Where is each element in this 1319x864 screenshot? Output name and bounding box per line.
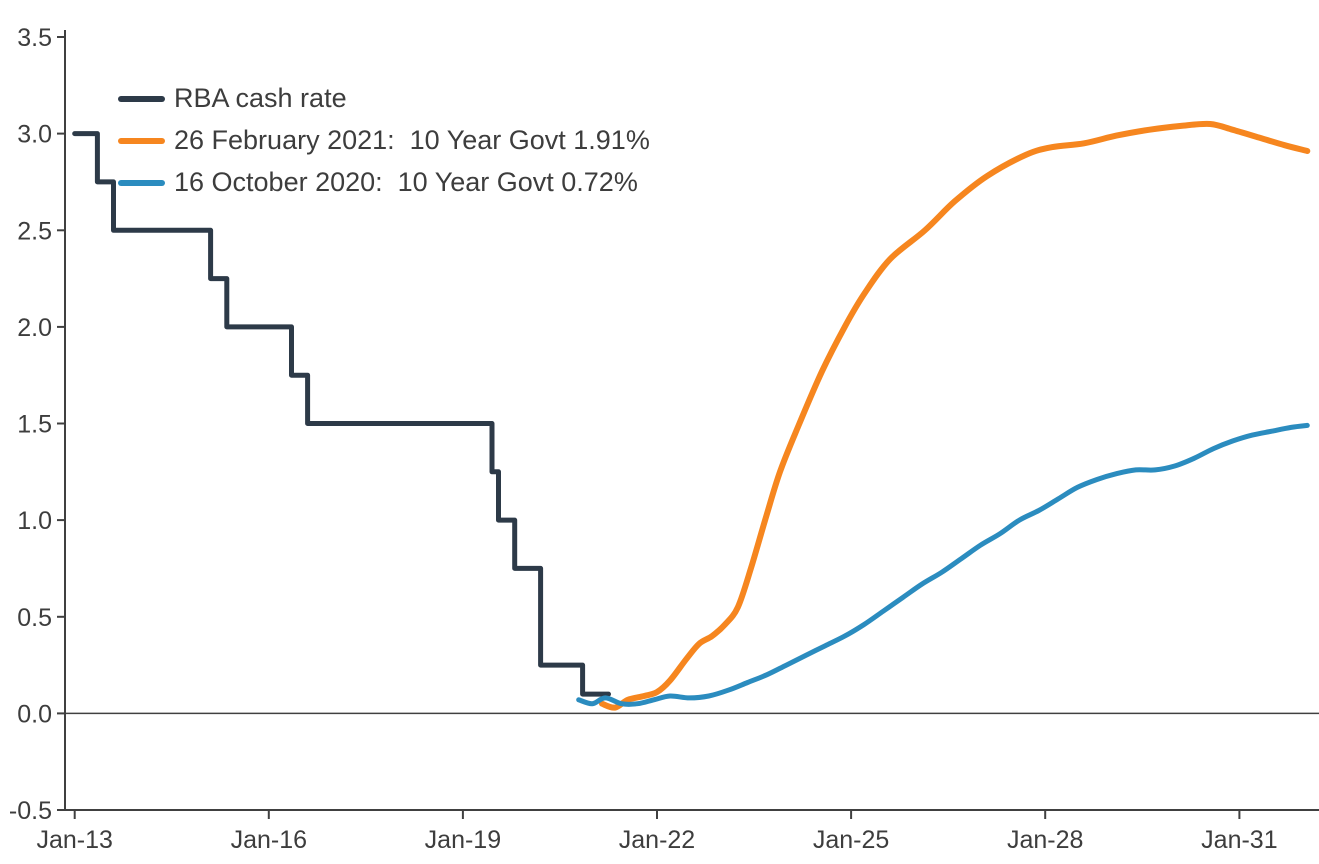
x-tick-label: Jan-22 bbox=[619, 826, 695, 854]
legend-item-feb-2021-curve: 26 February 2021: 10 Year Govt 1.91% bbox=[118, 125, 650, 155]
legend-label-rba-cash-rate: RBA cash rate bbox=[174, 83, 347, 113]
series-line-1 bbox=[599, 120, 1311, 711]
legend-label-feb-2021-curve: 26 February 2021: 10 Year Govt 1.91% bbox=[174, 125, 650, 155]
y-tick-label: 0.0 bbox=[17, 700, 52, 728]
x-tick-label: Jan-25 bbox=[813, 826, 889, 854]
x-tick-label: Jan-19 bbox=[425, 826, 501, 854]
y-tick-label: 3.5 bbox=[17, 24, 52, 52]
y-tick-label: 2.5 bbox=[17, 217, 52, 245]
series-line-0 bbox=[72, 131, 611, 697]
y-tick-label: 0.5 bbox=[17, 604, 52, 632]
legend-swatch-feb-2021-curve bbox=[118, 137, 165, 144]
y-tick-label: -0.5 bbox=[9, 797, 52, 825]
y-tick-label: 1.0 bbox=[17, 507, 52, 535]
y-tick-label: 3.0 bbox=[17, 121, 52, 149]
y-tick-label: 2.0 bbox=[17, 314, 52, 342]
legend-item-oct-2020-curve: 16 October 2020: 10 Year Govt 0.72% bbox=[118, 167, 650, 197]
legend-label-oct-2020-curve: 16 October 2020: 10 Year Govt 0.72% bbox=[174, 167, 638, 197]
x-tick-label: Jan-28 bbox=[1007, 826, 1083, 854]
x-tick-label: Jan-16 bbox=[231, 826, 307, 854]
x-tick-label: Jan-13 bbox=[36, 826, 112, 854]
legend-swatch-oct-2020-curve bbox=[118, 179, 165, 186]
series-line-2 bbox=[576, 422, 1310, 707]
chart-legend: RBA cash rate 26 February 2021: 10 Year … bbox=[118, 83, 650, 210]
x-tick-label: Jan-31 bbox=[1201, 826, 1277, 854]
y-tick-label: 1.5 bbox=[17, 411, 52, 439]
legend-item-rba-cash-rate: RBA cash rate bbox=[118, 83, 650, 113]
legend-swatch-rba-cash-rate bbox=[118, 95, 165, 102]
